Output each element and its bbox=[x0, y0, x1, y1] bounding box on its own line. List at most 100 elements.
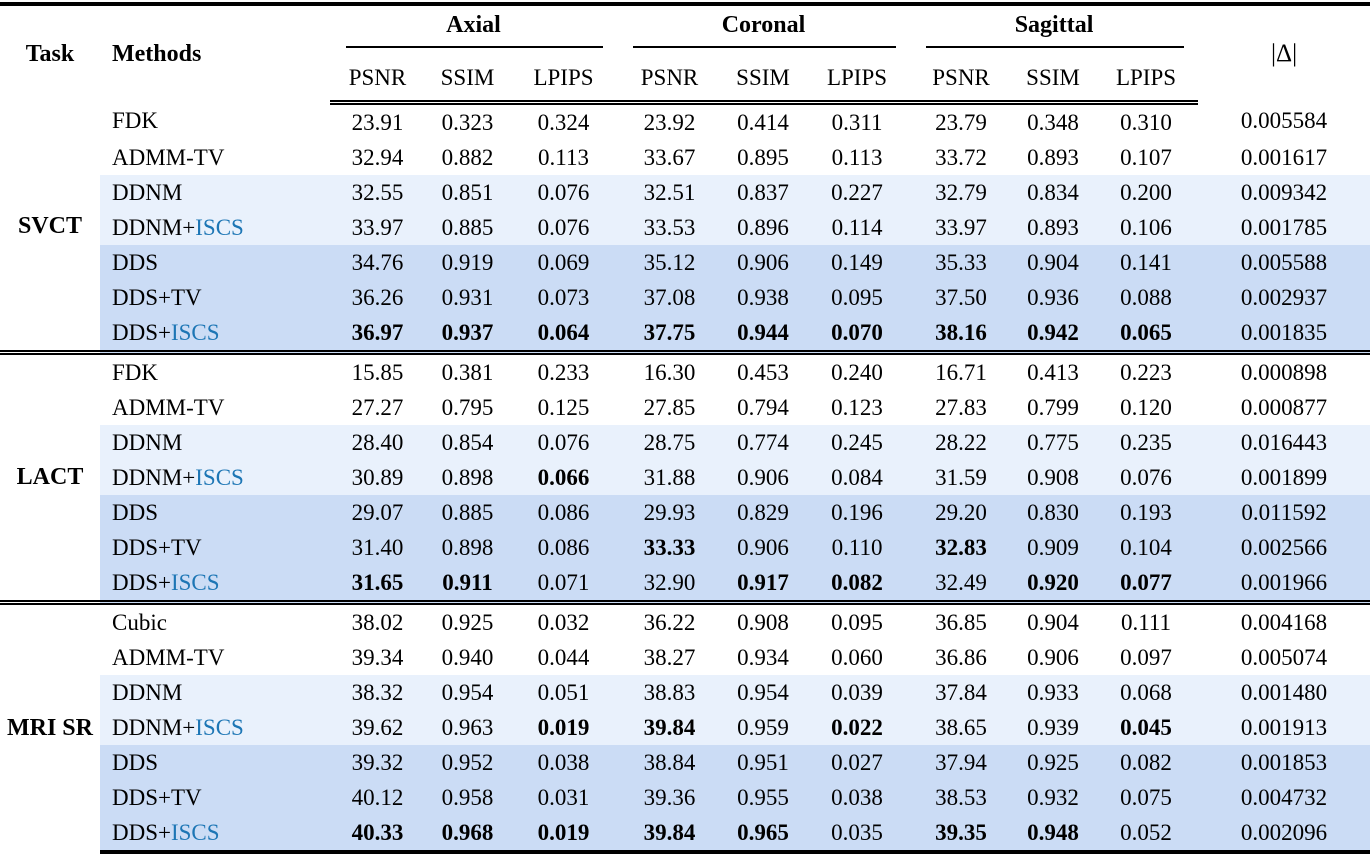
cell-sagittal-psnr: 35.33 bbox=[910, 245, 1013, 280]
axial-midrule bbox=[346, 46, 604, 48]
col-header-coronal-ssim: SSIM bbox=[722, 56, 805, 105]
cell-axial-ssim: 0.952 bbox=[425, 745, 510, 780]
cell-axial-ssim: 0.854 bbox=[425, 425, 510, 460]
cell-coronal-ssim: 0.906 bbox=[722, 245, 805, 280]
cell-sagittal-ssim: 0.933 bbox=[1012, 675, 1095, 710]
cell-coronal-lpips: 0.240 bbox=[804, 350, 911, 390]
cell-delta: 0.011592 bbox=[1198, 495, 1370, 530]
cell-coronal-ssim: 0.895 bbox=[737, 144, 789, 170]
cell-sagittal-psnr: 32.49 bbox=[910, 565, 1013, 603]
cell-coronal-ssim: 0.414 bbox=[737, 109, 789, 135]
cell-sagittal-lpips: 0.068 bbox=[1094, 675, 1199, 710]
cell-coronal-psnr: 33.67 bbox=[643, 144, 696, 170]
task-block-mri-sr: MRI SR Cubic 38.02 0.925 0.032 36.22 0.908 0.09… bbox=[0, 600, 1370, 854]
cell-delta: 0.009342 bbox=[1198, 175, 1370, 210]
cell-sagittal-psnr: 37.94 bbox=[910, 745, 1013, 780]
task-label-lact: LACT bbox=[0, 350, 100, 603]
iscs-highlight: ISCS bbox=[170, 319, 220, 345]
cell-sagittal-ssim: 0.904 bbox=[1012, 245, 1095, 280]
cell-coronal-lpips: 0.027 bbox=[804, 745, 911, 780]
cell-sagittal-ssim: 0.775 bbox=[1012, 425, 1095, 460]
cell-coronal-psnr: 31.88 bbox=[617, 460, 723, 495]
method-label: FDK bbox=[112, 108, 159, 134]
cell-delta: 0.016443 bbox=[1198, 425, 1370, 460]
cell-axial-ssim: 0.954 bbox=[425, 675, 510, 710]
cell-sagittal-lpips: 0.045 bbox=[1094, 710, 1199, 745]
cell-axial-psnr: 39.62 bbox=[330, 710, 425, 745]
cell-axial-lpips: 0.073 bbox=[510, 280, 618, 315]
cell-axial-ssim: 0.937 bbox=[425, 315, 510, 353]
cell-axial-lpips: 0.113 bbox=[538, 144, 589, 170]
cell-coronal-ssim: 0.954 bbox=[722, 675, 805, 710]
cell-axial-lpips: 0.071 bbox=[510, 565, 618, 603]
cell-coronal-psnr: 38.84 bbox=[617, 745, 723, 780]
method-label: DDS+TV bbox=[100, 530, 330, 565]
cell-axial-psnr: 40.12 bbox=[330, 780, 425, 815]
cell-delta: 0.005584 bbox=[1240, 108, 1328, 134]
cell-axial-lpips: 0.324 bbox=[537, 109, 590, 135]
cell-coronal-lpips: 0.245 bbox=[804, 425, 911, 460]
cell-axial-lpips: 0.044 bbox=[537, 644, 590, 670]
cell-sagittal-ssim: 0.413 bbox=[1012, 350, 1095, 390]
cell-sagittal-lpips: 0.107 bbox=[1120, 144, 1172, 170]
col-header-delta: |Δ| bbox=[1198, 2, 1370, 103]
cell-axial-lpips: 0.086 bbox=[510, 530, 618, 565]
cell-coronal-ssim: 0.959 bbox=[722, 710, 805, 745]
col-header-axial-psnr: PSNR bbox=[330, 56, 425, 105]
cell-coronal-ssim: 0.934 bbox=[737, 644, 789, 670]
col-header-sagittal-psnr: PSNR bbox=[910, 56, 1013, 105]
cell-coronal-psnr: 23.92 bbox=[643, 109, 696, 135]
cell-axial-ssim: 0.898 bbox=[425, 530, 510, 565]
cell-axial-ssim: 0.885 bbox=[425, 210, 510, 245]
cell-axial-lpips: 0.019 bbox=[510, 710, 618, 745]
cell-coronal-ssim: 0.774 bbox=[722, 425, 805, 460]
cell-sagittal-psnr: 33.97 bbox=[910, 210, 1013, 245]
cell-coronal-lpips: 0.060 bbox=[831, 644, 883, 670]
cell-sagittal-psnr: 36.85 bbox=[910, 600, 1013, 640]
cell-sagittal-ssim: 0.942 bbox=[1012, 315, 1095, 353]
cell-coronal-ssim: 0.965 bbox=[722, 815, 805, 854]
cell-axial-psnr: 23.91 bbox=[351, 109, 404, 135]
cell-coronal-lpips: 0.311 bbox=[831, 109, 883, 135]
cell-axial-ssim: 0.940 bbox=[441, 644, 494, 670]
cell-coronal-lpips: 0.095 bbox=[804, 280, 911, 315]
cell-axial-psnr: 31.65 bbox=[330, 565, 425, 603]
cell-coronal-lpips: 0.095 bbox=[804, 600, 911, 640]
cell-axial-psnr: 15.85 bbox=[330, 350, 425, 390]
table-row: DDNM 32.55 0.851 0.076 32.51 0.837 0.227 32.79 0… bbox=[0, 175, 1370, 210]
cell-coronal-ssim: 0.908 bbox=[722, 600, 805, 640]
cell-axial-psnr: 36.97 bbox=[330, 315, 425, 353]
method-label: DDNM bbox=[100, 675, 330, 710]
cell-axial-lpips: 0.086 bbox=[510, 495, 618, 530]
cell-coronal-lpips: 0.113 bbox=[831, 144, 883, 170]
method-label: ADMM-TV bbox=[112, 144, 225, 170]
method-label: DDNM bbox=[100, 425, 330, 460]
cell-delta: 0.001853 bbox=[1198, 745, 1370, 780]
iscs-highlight: ISCS bbox=[170, 569, 220, 595]
cell-delta: 0.004732 bbox=[1198, 780, 1370, 815]
group-header-axial: Axial bbox=[330, 2, 618, 56]
cell-axial-ssim: 0.851 bbox=[425, 175, 510, 210]
cell-coronal-ssim: 0.794 bbox=[737, 394, 789, 420]
cell-delta: 0.005588 bbox=[1198, 245, 1370, 280]
method-label: DDNM+ISCS bbox=[100, 210, 330, 245]
method-label: DDS bbox=[100, 245, 330, 280]
table-row: ADMM-TV 39.34 0.940 0.044 38.27 0.934 0.060 36.… bbox=[0, 640, 1370, 675]
table-row: DDS 39.32 0.952 0.038 38.84 0.951 0.027 37.94 0.… bbox=[0, 745, 1370, 780]
cell-sagittal-ssim: 0.834 bbox=[1012, 175, 1095, 210]
col-header-coronal-psnr: PSNR bbox=[617, 56, 723, 105]
cell-coronal-psnr: 38.83 bbox=[617, 675, 723, 710]
cell-axial-ssim: 0.919 bbox=[425, 245, 510, 280]
cell-sagittal-lpips: 0.193 bbox=[1094, 495, 1199, 530]
cell-sagittal-lpips: 0.111 bbox=[1094, 600, 1199, 640]
cell-delta: 0.002937 bbox=[1198, 280, 1370, 315]
cell-coronal-psnr: 37.75 bbox=[617, 315, 723, 353]
cell-coronal-lpips: 0.196 bbox=[804, 495, 911, 530]
cell-axial-ssim: 0.931 bbox=[425, 280, 510, 315]
cell-axial-ssim: 0.963 bbox=[425, 710, 510, 745]
cell-coronal-psnr: 16.30 bbox=[617, 350, 723, 390]
cell-axial-lpips: 0.019 bbox=[510, 815, 618, 854]
method-label: DDS+ISCS bbox=[100, 315, 330, 353]
cell-sagittal-ssim: 0.893 bbox=[1027, 144, 1079, 170]
cell-axial-psnr: 31.40 bbox=[330, 530, 425, 565]
